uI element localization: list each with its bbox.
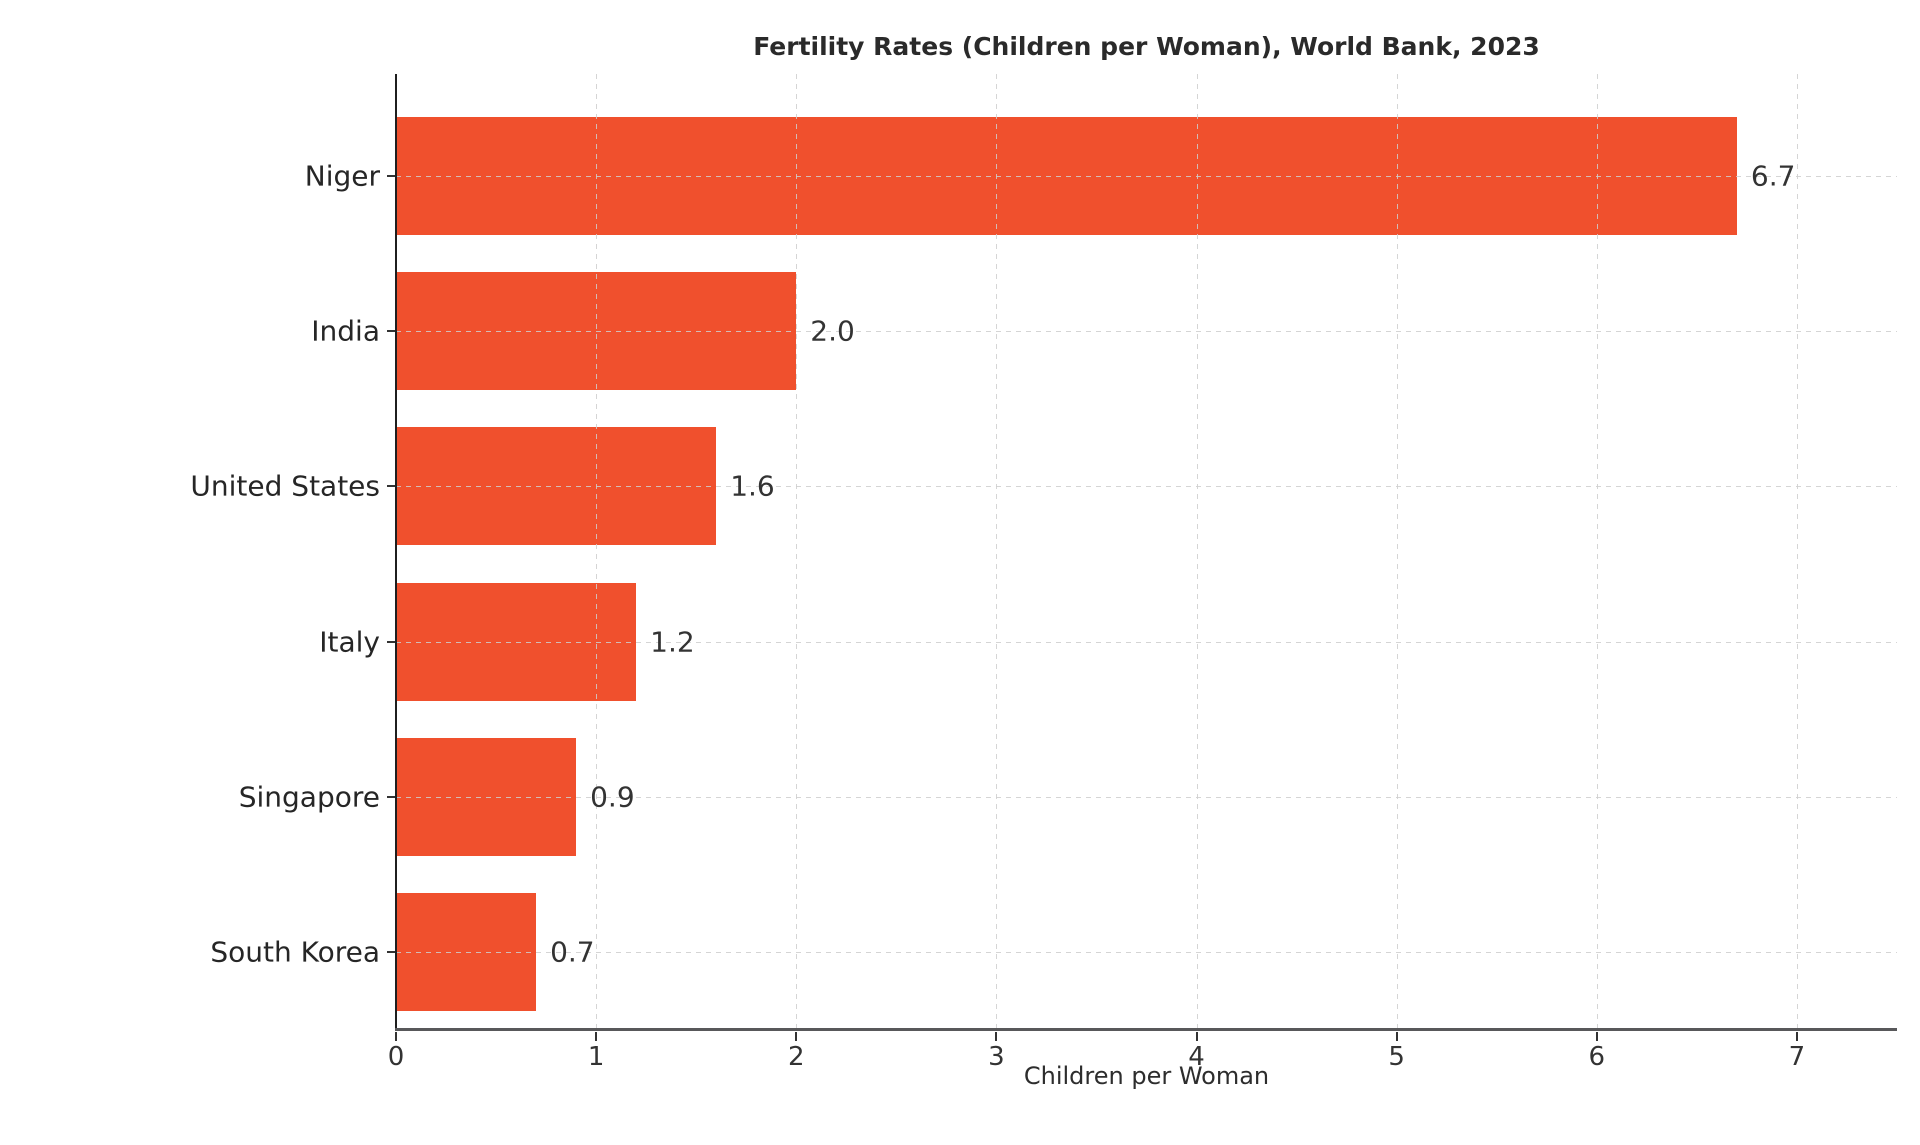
- x-tick-label: 2: [787, 1042, 805, 1072]
- bar-row: 6.7 Niger: [305, 98, 1897, 253]
- horizontal-gridline: [396, 175, 1897, 177]
- category-label: South Korea: [210, 935, 380, 969]
- x-tick-mark: [395, 1032, 397, 1041]
- x-tick-label: 0: [387, 1042, 405, 1072]
- x-axis-spine: [395, 1028, 1897, 1031]
- bar-row: 0.7 South Korea: [210, 875, 1897, 1030]
- x-tick-label: 1: [587, 1042, 605, 1072]
- x-tick-label: 7: [1788, 1042, 1806, 1072]
- horizontal-gridline: [396, 952, 1897, 954]
- chart-title: Fertility Rates (Children per Woman), Wo…: [753, 32, 1540, 61]
- vertical-gridline: [996, 74, 998, 1030]
- bar-value-label: 6.7: [1750, 159, 1796, 193]
- x-tick-label: 5: [1388, 1042, 1405, 1072]
- bar-row: 1.2 Italy: [319, 564, 1897, 719]
- x-tick-mark: [995, 1032, 998, 1041]
- category-label: Italy: [319, 625, 380, 659]
- x-axis-label: Children per Woman: [1023, 1062, 1270, 1090]
- y-tick-mark: [387, 640, 396, 643]
- horizontal-gridline: [396, 486, 1897, 488]
- bar-row: 0.9 Singapore: [239, 719, 1897, 874]
- bars-container: 6.7 Niger 2.0 India 1.6 United States 1.2 Italy…: [190, 98, 1897, 1030]
- y-tick-mark: [387, 485, 396, 488]
- horizontal-gridline: [396, 796, 1897, 798]
- plot-area: 6.7 Niger 2.0 India 1.6 United States 1.2 Italy…: [190, 74, 1897, 1090]
- category-label: United States: [190, 469, 380, 503]
- y-axis-spine: [395, 74, 397, 1030]
- x-tick-mark: [795, 1032, 798, 1041]
- category-label: India: [311, 314, 380, 348]
- bar-value-label: 0.7: [550, 935, 595, 969]
- x-tick-mark: [595, 1032, 598, 1041]
- x-tick-label: 3: [988, 1042, 1005, 1072]
- x-tick-mark: [1395, 1032, 1398, 1041]
- vertical-gridline: [1396, 74, 1398, 1030]
- y-tick-mark: [387, 174, 396, 177]
- y-tick-mark: [387, 951, 396, 954]
- x-tick-mark: [1595, 1032, 1598, 1041]
- y-tick-mark: [387, 329, 396, 332]
- category-label: Singapore: [238, 780, 380, 814]
- bar-row: 1.6 United States: [190, 409, 1897, 564]
- vertical-gridline: [1596, 74, 1598, 1030]
- y-tick-mark: [387, 795, 396, 798]
- vertical-gridline: [1196, 74, 1198, 1030]
- horizontal-gridline: [396, 641, 1897, 643]
- bar-value-label: 2.0: [810, 314, 855, 348]
- bar-value-label: 1.6: [730, 469, 775, 503]
- x-tick-mark: [1195, 1032, 1198, 1041]
- horizontal-gridline: [396, 330, 1897, 332]
- vertical-gridline: [596, 74, 598, 1030]
- vertical-gridline: [1796, 74, 1798, 1030]
- category-label: Niger: [304, 159, 380, 193]
- bar-value-label: 0.9: [590, 780, 635, 814]
- vertical-gridline: [796, 74, 798, 1030]
- x-tick-label: 6: [1588, 1042, 1606, 1072]
- x-tick-mark: [1795, 1032, 1798, 1041]
- bar-value-label: 1.2: [650, 625, 695, 659]
- x-tick-label: 4: [1188, 1042, 1205, 1072]
- bar-row: 2.0 India: [311, 253, 1897, 408]
